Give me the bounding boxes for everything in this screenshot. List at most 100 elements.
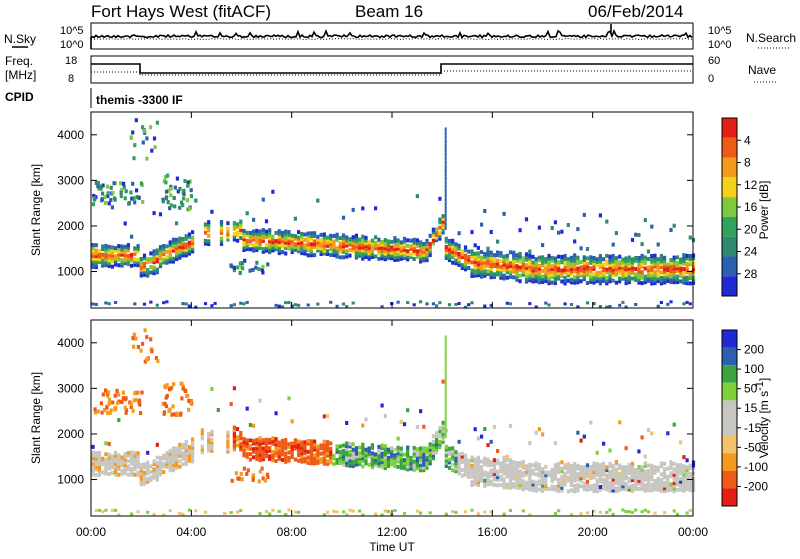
heatmap-cell — [406, 238, 410, 243]
heatmap-cell — [624, 281, 628, 286]
heatmap-cell — [91, 472, 95, 477]
heatmap-cell — [149, 470, 153, 474]
heatmap-cell — [672, 489, 676, 494]
heatmap-cell — [117, 263, 121, 268]
heatmap-cell — [512, 253, 516, 258]
heatmap-cell — [155, 251, 159, 256]
heatmap-cell — [608, 262, 612, 267]
heatmap-cell — [361, 248, 365, 253]
heatmap-cell — [563, 265, 567, 269]
heatmap-cell — [557, 470, 561, 474]
heatmap-cell — [653, 264, 657, 269]
heatmap-cell — [280, 250, 285, 255]
heatmap-cell — [325, 459, 330, 464]
heatmap-cell — [133, 464, 137, 469]
heatmap-cell — [685, 468, 689, 472]
heatmap-cell — [666, 265, 670, 270]
heatmap-cell — [679, 279, 683, 284]
heatmap-cell — [531, 274, 535, 278]
heatmap-cell — [666, 488, 670, 493]
heatmap-cell — [566, 267, 570, 272]
noise-search-label: N.Search — [746, 31, 796, 45]
heatmap-cell — [563, 256, 567, 261]
heatmap-cell — [155, 477, 159, 482]
heatmap-cell — [175, 454, 179, 459]
heatmap-cell — [480, 473, 484, 478]
heatmap-cell — [573, 264, 577, 269]
heatmap-cell — [589, 255, 593, 260]
heatmap-cell — [139, 411, 143, 416]
heatmap-cell — [229, 402, 233, 407]
heatmap-cell — [573, 280, 577, 285]
heatmap-cell — [412, 465, 416, 470]
heatmap-cell — [419, 462, 423, 467]
heatmap-cell — [136, 390, 140, 395]
cpid-text: themis -3300 IF — [96, 93, 183, 107]
heatmap-cell — [467, 257, 471, 262]
heatmap-cell — [470, 463, 474, 468]
heatmap-cell — [521, 460, 525, 465]
heatmap-cell — [171, 457, 175, 462]
heatmap-cell — [419, 446, 423, 451]
heatmap-cell — [351, 243, 355, 248]
heatmap-cell — [608, 268, 612, 273]
heatmap-cell — [284, 301, 288, 305]
heatmap-cell — [117, 249, 121, 254]
colorbar-tick: -100 — [744, 460, 768, 474]
heatmap-cell — [541, 255, 545, 260]
heatmap-cell — [149, 300, 153, 304]
heatmap-cell — [271, 234, 275, 239]
heatmap-cell — [502, 480, 506, 484]
heatmap-cell — [441, 219, 445, 224]
heatmap-cell — [541, 472, 545, 477]
heatmap-cell — [650, 469, 654, 474]
heatmap-cell — [544, 265, 548, 270]
heatmap-cell — [566, 259, 570, 264]
heatmap-cell — [476, 469, 480, 474]
heatmap-cell — [547, 486, 551, 491]
heatmap-cell — [239, 301, 243, 305]
heatmap-cell — [444, 405, 447, 410]
heatmap-cell — [165, 255, 169, 260]
heatmap-cell — [547, 262, 551, 267]
heatmap-cell — [422, 446, 426, 451]
heatmap-cell — [303, 243, 307, 248]
heatmap-cell — [107, 244, 111, 249]
heatmap-cell — [666, 276, 670, 281]
heatmap-cell — [672, 478, 676, 483]
heatmap-cell — [653, 259, 657, 264]
heatmap-cell — [640, 259, 644, 264]
heatmap-cell — [566, 489, 570, 494]
heatmap-cell — [679, 271, 683, 276]
heatmap-cell — [130, 252, 134, 257]
heatmap-cell — [97, 260, 102, 264]
heatmap-cell — [319, 252, 323, 256]
heatmap-cell — [608, 273, 612, 278]
heatmap-cell — [203, 510, 208, 514]
heatmap-cell — [451, 255, 455, 260]
heatmap-cell — [579, 465, 583, 470]
heatmap-cell — [264, 219, 269, 224]
heatmap-cell — [435, 436, 439, 441]
heatmap-cell — [238, 261, 242, 266]
heatmap-cell — [454, 247, 458, 252]
heatmap-cell — [492, 261, 496, 266]
heatmap-cell — [656, 257, 660, 262]
heatmap-cell — [454, 250, 458, 255]
heatmap-cell — [682, 269, 686, 274]
heatmap-cell — [637, 266, 641, 271]
heatmap-cell — [91, 251, 95, 256]
heatmap-cell — [634, 484, 638, 489]
heatmap-cell — [306, 441, 310, 446]
heatmap-cell — [444, 201, 447, 206]
heatmap-cell — [142, 465, 147, 470]
heatmap-cell — [370, 445, 374, 450]
heatmap-cell — [451, 238, 455, 243]
heatmap-cell — [219, 241, 224, 246]
heatmap-cell — [377, 447, 381, 452]
heatmap-cell — [569, 463, 574, 468]
heatmap-cell — [200, 444, 204, 449]
heatmap-cell — [396, 448, 400, 453]
heatmap-cell — [104, 463, 108, 468]
heatmap-cell — [293, 510, 297, 514]
